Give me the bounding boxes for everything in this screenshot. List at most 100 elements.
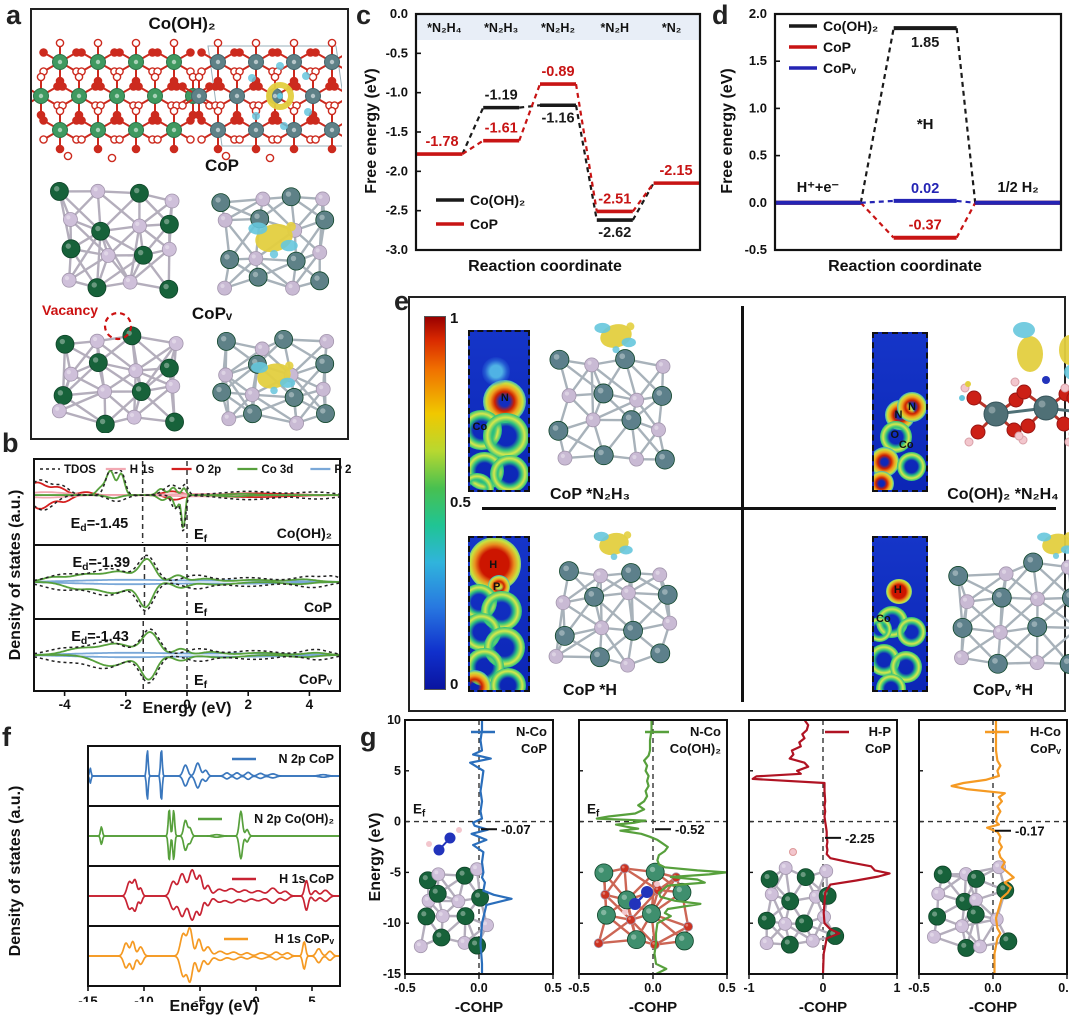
elf-atom-label: N [500, 392, 509, 405]
svg-text:-0.5: -0.5 [394, 981, 416, 995]
svg-text:4: 4 [306, 697, 314, 712]
svg-text:-0.37: -0.37 [909, 218, 942, 234]
svg-text:*N₂H₃: *N₂H₃ [484, 21, 518, 35]
svg-text:*N₂H: *N₂H [601, 21, 629, 35]
panel-d-xlabel: Reaction coordinate [828, 258, 982, 275]
svg-text:-15: -15 [78, 994, 98, 1002]
svg-text:5: 5 [394, 764, 401, 778]
colorbar-tick-05: 0.5 [450, 494, 471, 511]
elf-atom-label: H [893, 583, 902, 596]
svg-text:0.0: 0.0 [749, 195, 767, 210]
panel-c-xlabel: Reaction coordinate [468, 258, 622, 275]
svg-text:0: 0 [183, 697, 191, 712]
panel-f-ylabel: Density of states (a.u.) [7, 785, 24, 957]
elf-atom-label: N [907, 401, 916, 414]
panel-f-dos: N 2p CoP N 2p Co(OH)₂ H 1s CoP H 1s CoPᵥ -15… [78, 745, 341, 1002]
svg-text:Co(OH)₂: Co(OH)₂ [277, 525, 332, 541]
structure-title-copv: CoPᵥ [191, 304, 233, 323]
panel-c-ylabel: Free energy (eV) [363, 68, 380, 194]
panel-e-letter: e [394, 286, 410, 316]
svg-text:-0.17: -0.17 [1015, 824, 1045, 839]
svg-text:0.0: 0.0 [390, 6, 408, 21]
panel-g-ylabel: Energy (eV) [367, 812, 384, 902]
elf-map-copv-h: H Co [872, 536, 928, 692]
svg-text:-0.5: -0.5 [568, 981, 590, 995]
svg-text:-5: -5 [194, 994, 206, 1002]
panel-f-xlabel: Energy (eV) [169, 998, 259, 1015]
svg-text:0: 0 [252, 994, 260, 1002]
structure-cop-n2h3 [548, 322, 675, 470]
svg-text:-2.62: -2.62 [598, 225, 631, 241]
svg-text:-0.5: -0.5 [386, 45, 408, 60]
panel-d-letter: d [712, 0, 729, 30]
svg-text:0.0: 0.0 [470, 981, 487, 995]
colorbar-tick-1: 1 [450, 310, 459, 327]
svg-text:2.0: 2.0 [749, 6, 767, 21]
svg-text:-0.52: -0.52 [675, 822, 705, 837]
svg-text:CoPᵥ: CoPᵥ [823, 60, 857, 76]
svg-text:*H: *H [917, 116, 934, 133]
colorbar [424, 316, 446, 690]
svg-text:0: 0 [820, 981, 827, 995]
svg-text:-1.78: -1.78 [425, 134, 458, 150]
panel-f-letter: f [2, 722, 11, 752]
svg-text:0: 0 [394, 815, 401, 829]
elf-atom-label: Co [898, 438, 914, 451]
horizontal-divider-right [744, 507, 1056, 510]
structure-cop-h [548, 531, 678, 673]
elf-blob [874, 471, 895, 490]
svg-text:5: 5 [308, 994, 316, 1002]
svg-text:N-Co: N-Co [516, 724, 547, 739]
elf-blob [874, 616, 892, 642]
svg-text:TDOS: TDOS [64, 464, 96, 476]
elf-blob [470, 670, 492, 690]
svg-text:CoPᵥ: CoPᵥ [1030, 741, 1061, 756]
svg-text:H-P: H-P [869, 724, 892, 739]
svg-text:2: 2 [244, 697, 252, 712]
structure-cooh2-n2h4 [959, 322, 1069, 447]
svg-text:0.5: 0.5 [544, 981, 561, 995]
svg-text:N 2p Co(OH)₂: N 2p Co(OH)₂ [254, 812, 334, 826]
svg-text:Co(OH)₂: Co(OH)₂ [470, 192, 525, 208]
svg-text:-2.25: -2.25 [845, 831, 875, 846]
elf-atom-label: P [493, 580, 501, 593]
svg-text:-1.16: -1.16 [541, 110, 574, 126]
panel-a-drawing [32, 38, 342, 433]
svg-text:H⁺+e⁻: H⁺+e⁻ [797, 180, 840, 196]
panel-a-structures: Co(OH)₂ CoP CoPᵥ Vacancy [30, 8, 349, 440]
svg-text:-2: -2 [120, 697, 132, 712]
svg-text:-COHP: -COHP [799, 999, 847, 1016]
svg-text:-2.5: -2.5 [386, 203, 408, 218]
svg-text:-COHP: -COHP [969, 999, 1017, 1016]
elf-atom-label: O [890, 429, 900, 442]
svg-text:-0.5: -0.5 [745, 242, 767, 257]
caption-cooh2-n2h4: Co(OH)₂ *N₂H₄ [947, 486, 1059, 503]
svg-text:-10: -10 [383, 916, 401, 930]
svg-text:Co(OH)₂: Co(OH)₂ [823, 18, 878, 34]
svg-text:10: 10 [387, 713, 401, 727]
svg-text:N 2p CoP: N 2p CoP [278, 752, 334, 766]
svg-text:-15: -15 [383, 967, 401, 981]
horizontal-divider-left [482, 507, 741, 510]
svg-text:*N₂H₂: *N₂H₂ [541, 21, 575, 35]
panel-c-letter: c [356, 0, 372, 30]
elf-blob [886, 578, 912, 604]
structure-copv-h [948, 532, 1069, 674]
svg-text:Ed=-1.45: Ed=-1.45 [71, 516, 129, 534]
svg-text:Ed=-1.43: Ed=-1.43 [71, 629, 129, 647]
svg-text:1.0: 1.0 [749, 100, 767, 115]
svg-text:N-Co: N-Co [690, 724, 721, 739]
caption-copv-h: CoPᵥ *H [972, 682, 1034, 699]
svg-text:H-Co: H-Co [1030, 724, 1061, 739]
elf-blob [896, 451, 926, 482]
svg-text:Ef: Ef [587, 802, 600, 820]
svg-text:CoP: CoP [865, 741, 891, 756]
panel-c-energy-diagram: *N₂H₄ *N₂H₃ *N₂H₂ *N₂H *N₂ 0.0 -0.5 -1.0 -1.5 -2.… [386, 6, 702, 257]
svg-text:-2.0: -2.0 [386, 163, 408, 178]
colorbar-tick-0: 0 [450, 676, 459, 693]
elf-blob [897, 392, 926, 423]
svg-text:-COHP: -COHP [629, 999, 677, 1016]
elf-blob [470, 473, 494, 490]
